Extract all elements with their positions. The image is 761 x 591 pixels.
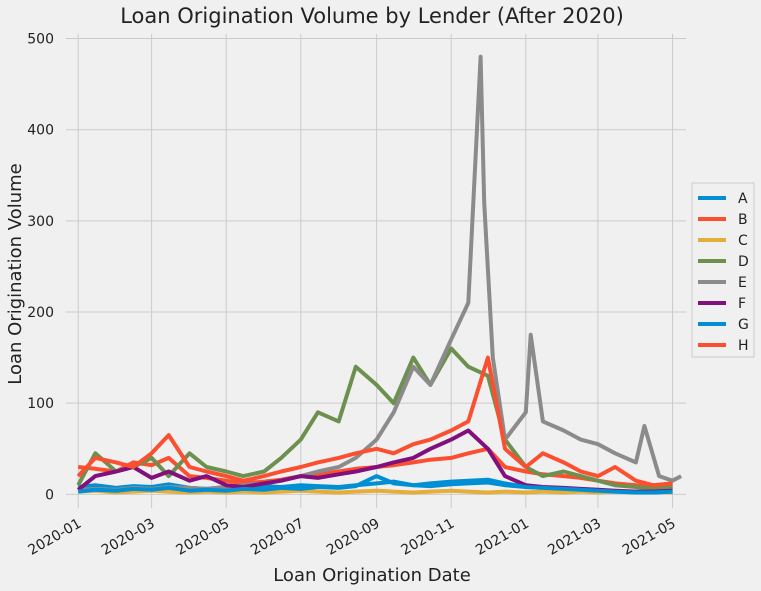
legend-box — [691, 182, 755, 358]
legend-label-f: F — [738, 296, 746, 312]
x-tick-label: 2020-05 — [174, 516, 233, 559]
legend-label-a: A — [738, 191, 748, 207]
legend-label-e: E — [738, 275, 747, 291]
legend-label-c: C — [738, 233, 748, 249]
legend-label-b: B — [738, 212, 748, 228]
series-line-d — [76, 346, 673, 491]
legend-label-h: H — [738, 338, 749, 354]
chart-title: Loan Origination Volume by Lender (After… — [120, 4, 624, 28]
x-tick-label: 2020-01 — [26, 516, 85, 559]
series-line-e — [78, 54, 683, 492]
x-tick-label: 2020-07 — [248, 516, 307, 559]
y-tick-labels: 0 100 200 300 400 500 — [27, 32, 54, 504]
x-tick-label: 2021-01 — [473, 516, 532, 559]
y-tick-label: 300 — [27, 214, 54, 230]
y-tick-label: 400 — [27, 123, 54, 139]
y-tick-label: 200 — [27, 305, 54, 321]
series-lines — [76, 54, 683, 495]
grid-lines — [66, 34, 686, 508]
x-tick-label: 2021-03 — [545, 516, 604, 559]
x-axis-label: Loan Origination Date — [273, 565, 471, 586]
x-tick-label: 2021-05 — [620, 516, 679, 559]
x-tick-label: 2020-09 — [324, 516, 383, 559]
x-tick-label: 2020-03 — [99, 516, 158, 559]
legend-label-g: G — [738, 317, 749, 333]
series-line-g — [77, 474, 673, 495]
y-tick-label: 0 — [45, 487, 54, 503]
series-line-h — [76, 355, 673, 488]
y-tick-label: 500 — [27, 32, 54, 48]
y-tick-label: 100 — [27, 396, 54, 412]
series-line-c — [78, 488, 673, 495]
y-axis-label: Loan Origination Volume — [5, 163, 26, 384]
legend-label-d: D — [738, 254, 749, 270]
x-tick-label: 2020-11 — [399, 516, 458, 559]
x-tick-labels: 2020-01 2020-03 2020-05 2020-07 2020-09 2020-… — [26, 516, 679, 559]
